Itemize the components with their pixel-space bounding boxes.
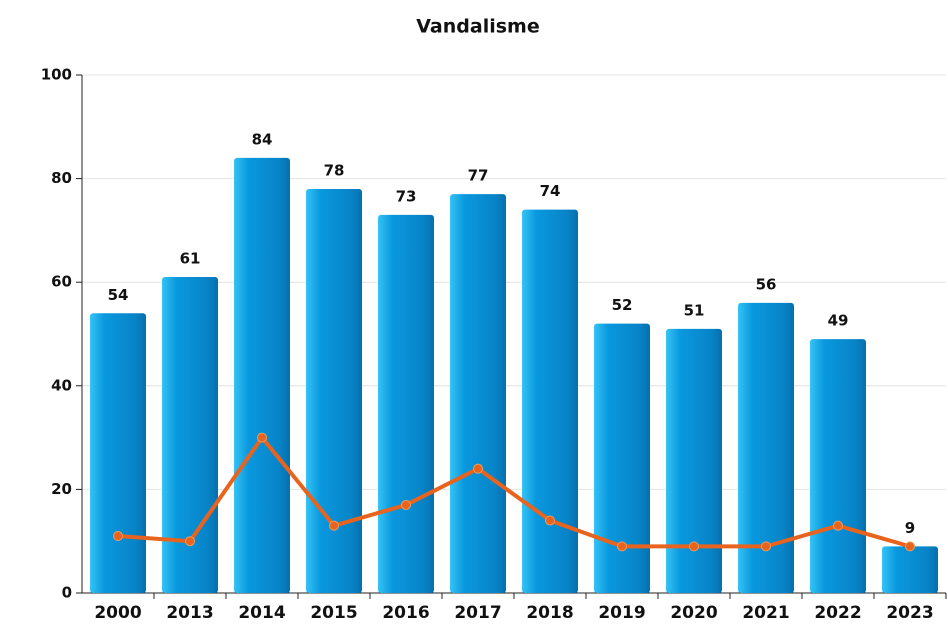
x-tick-label: 2023 (886, 603, 933, 623)
y-tick-label: 80 (51, 169, 72, 187)
line (117, 435, 911, 549)
line-point (545, 515, 555, 526)
bar (810, 339, 866, 593)
line-point (185, 536, 195, 547)
bar (378, 214, 434, 594)
bar (306, 188, 362, 593)
data-label: 9 (905, 519, 915, 537)
x-tick-label: 2016 (382, 603, 429, 623)
y-tick-label: 100 (41, 66, 72, 84)
x-tick-label: 2015 (310, 603, 357, 623)
data-label: 49 (828, 312, 849, 330)
x-tick-label: 2019 (598, 603, 645, 623)
x-tick-label: 2000 (94, 603, 141, 623)
data-label: 54 (108, 286, 129, 304)
line-point (401, 499, 411, 510)
y-tick-label: 60 (51, 273, 72, 291)
bar (234, 157, 290, 593)
line-point (833, 520, 843, 531)
data-label: 61 (180, 250, 201, 268)
data-label: 51 (684, 301, 705, 319)
data-label: 77 (468, 167, 489, 185)
bar (90, 313, 146, 593)
data-label: 78 (324, 161, 345, 179)
data-label: 84 (252, 130, 273, 148)
y-tick-label: 20 (51, 480, 72, 498)
data-label: 73 (396, 187, 417, 205)
x-tick-label: 2014 (238, 603, 285, 623)
line-point (473, 463, 483, 474)
x-tick-label: 2020 (670, 603, 717, 623)
line-point (689, 541, 699, 552)
bar (738, 302, 794, 593)
data-label: 52 (612, 296, 633, 314)
line-point (257, 432, 267, 443)
y-tick-label: 0 (62, 584, 72, 602)
data-label: 56 (756, 275, 777, 293)
line-point (329, 520, 339, 531)
bar (162, 277, 218, 593)
bar (594, 323, 650, 593)
bar (450, 194, 506, 593)
bar (522, 209, 578, 593)
line-point (617, 541, 627, 552)
data-label: 74 (540, 182, 561, 200)
line-point (905, 541, 915, 552)
y-tick-label: 40 (51, 376, 72, 394)
x-tick-label: 2021 (742, 603, 789, 623)
line-point (113, 531, 123, 542)
chart-title: Vandalisme (416, 16, 539, 38)
x-tick-label: 2013 (166, 603, 213, 623)
line-point (761, 541, 771, 552)
bar (882, 546, 938, 593)
bar (666, 328, 722, 593)
x-tick-label: 2022 (814, 603, 861, 623)
x-tick-label: 2018 (526, 603, 573, 623)
x-tick-label: 2017 (454, 603, 501, 623)
